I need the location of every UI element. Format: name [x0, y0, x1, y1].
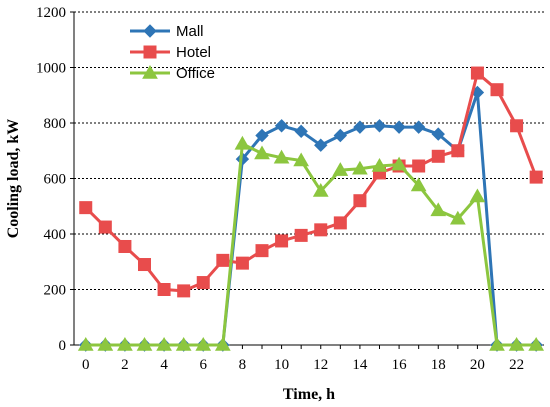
data-point-office [449, 210, 466, 225]
y-tick-label: 200 [44, 283, 67, 299]
x-tick-label: 18 [431, 357, 446, 373]
legend: Mall Hotel Office [130, 23, 215, 82]
data-point-office [469, 188, 486, 203]
data-point-office [391, 156, 407, 171]
data-point-hotel [490, 83, 504, 97]
x-tick-label: 4 [160, 357, 168, 373]
data-point-hotel [196, 276, 210, 290]
data-point-hotel [98, 220, 112, 234]
series-line-mall [85, 90, 537, 347]
data-point-hotel [235, 256, 249, 270]
axes: 0 200 400 600 800 1000 1200 0 2 4 6 8 10 12 14 16 18 20 22 [36, 5, 544, 373]
data-point-hotel [353, 194, 367, 208]
data-point-office [430, 202, 447, 217]
series-hotel [79, 66, 543, 298]
x-tick-label: 10 [274, 357, 289, 373]
data-point-hotel [275, 234, 289, 248]
data-point-office [195, 336, 212, 351]
data-point-hotel [431, 149, 445, 163]
data-point-office [156, 336, 172, 351]
data-point-office [352, 160, 368, 175]
y-tick-label: 800 [44, 116, 67, 132]
x-tick-label: 0 [82, 357, 90, 373]
x-tick-label: 2 [121, 357, 129, 373]
y-axis-title: Cooling load, kW [5, 119, 22, 239]
x-tick-label: 8 [239, 357, 247, 373]
x-tick-label: 22 [509, 357, 524, 373]
data-point-hotel [118, 239, 132, 253]
legend-item-office: Office [130, 64, 215, 82]
y-tick-label: 400 [44, 227, 67, 243]
data-point-office [293, 152, 310, 167]
data-point-hotel [451, 144, 465, 158]
legend-swatch-marker [142, 64, 158, 79]
data-point-office [489, 336, 505, 351]
data-point-office [508, 336, 525, 351]
x-tick-label: 14 [352, 357, 368, 373]
legend-swatch-marker [143, 24, 157, 38]
legend-label: Mall [176, 23, 204, 40]
data-point-hotel [510, 119, 524, 133]
legend-item-mall: Mall [130, 23, 204, 40]
y-tick-label: 0 [59, 338, 67, 354]
data-point-mall [353, 120, 367, 134]
data-point-hotel [255, 244, 269, 258]
data-point-mall [274, 119, 289, 133]
legend-label: Office [176, 65, 215, 82]
data-point-office [528, 336, 545, 351]
legend-item-hotel: Hotel [130, 44, 211, 61]
data-point-office [410, 177, 427, 192]
data-point-mall [294, 124, 308, 139]
x-tick-label: 12 [313, 357, 328, 373]
data-point-hotel [412, 159, 426, 173]
x-tick-label: 16 [392, 357, 408, 373]
data-point-hotel [216, 253, 230, 267]
data-point-office [332, 162, 349, 176]
y-tick-label: 1200 [36, 5, 66, 21]
series-mall [79, 85, 543, 352]
data-point-mall [333, 128, 348, 143]
x-axis-title: Time, h [283, 386, 335, 403]
data-point-office [117, 336, 133, 351]
data-point-hotel [314, 223, 328, 237]
y-tick-label: 600 [44, 172, 67, 188]
data-point-office [371, 158, 388, 172]
series-office [77, 135, 545, 351]
x-tick-label: 6 [200, 357, 208, 373]
data-point-mall [392, 120, 406, 134]
data-point-office [175, 336, 192, 351]
data-point-mall [255, 128, 269, 143]
data-point-hotel [177, 284, 191, 298]
data-point-hotel [333, 216, 347, 230]
data-point-hotel [294, 228, 308, 242]
data-point-office [214, 336, 231, 351]
data-point-hotel [470, 66, 484, 80]
series-group [77, 66, 545, 352]
data-point-mall [314, 138, 328, 152]
y-tick-label: 1000 [36, 61, 66, 77]
data-point-mall [431, 127, 445, 141]
data-point-hotel [79, 201, 93, 215]
data-point-mall [372, 119, 387, 133]
data-point-office [77, 336, 94, 351]
data-point-office [136, 336, 153, 351]
data-point-hotel [138, 258, 151, 272]
data-point-office [273, 149, 290, 164]
data-point-office [312, 182, 329, 197]
x-tick-label: 20 [470, 357, 485, 373]
data-point-hotel [529, 170, 543, 184]
legend-label: Hotel [176, 44, 211, 61]
series-line-hotel [84, 71, 538, 293]
series-line-office [85, 142, 537, 347]
data-point-mall [411, 120, 426, 134]
data-point-hotel [157, 283, 171, 296]
data-point-office [234, 135, 251, 150]
data-point-office [254, 145, 270, 160]
data-point-office [97, 336, 114, 351]
legend-swatch-marker [143, 45, 157, 59]
